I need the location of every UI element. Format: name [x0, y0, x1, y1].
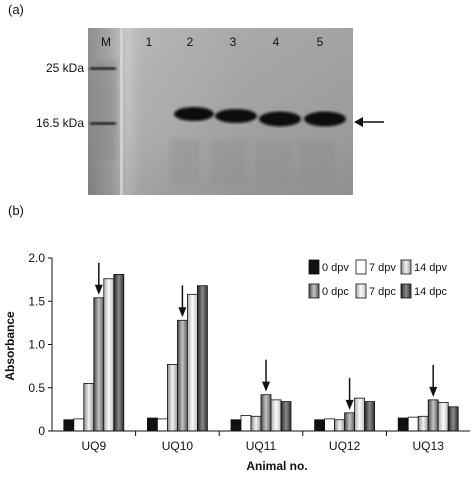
- band-lane-4: [259, 111, 301, 127]
- bar-uq11-0-dpc: [260, 394, 272, 432]
- bar-uq10-7-dpv: [156, 418, 168, 432]
- bar-uq12-7-dpv: [324, 418, 336, 432]
- bar-uq12-14-dpv: [334, 419, 346, 432]
- bar-uq9-0-dpc: [93, 297, 105, 432]
- legend-label: 0 dpv: [322, 262, 349, 274]
- bar-uq13-7-dpv: [407, 416, 419, 432]
- bar-uq10-0-dpv: [146, 417, 158, 432]
- legend-swatch: [400, 283, 412, 299]
- marker-band-25: [90, 67, 116, 70]
- lane-label-2: 2: [187, 35, 194, 49]
- lane-label-3: 3: [230, 35, 237, 49]
- bar-uq9-14-dpc: [113, 274, 125, 432]
- legend-swatch: [308, 283, 320, 299]
- bar-uq9-0-dpv: [63, 419, 75, 432]
- legend-swatch: [355, 259, 367, 275]
- bar-uq9-7-dpc: [103, 278, 115, 432]
- y-tick-label: 0: [38, 424, 45, 438]
- lane-label-5: 5: [317, 35, 324, 49]
- band-lane-5: [304, 111, 346, 127]
- legend-label: 7 dpv: [369, 262, 396, 274]
- lane-label-m: M: [101, 35, 111, 49]
- legend-label: 7 dpc: [369, 286, 396, 298]
- y-tick-label: 1.5: [28, 294, 45, 308]
- x-tick-label: UQ9: [81, 439, 106, 453]
- arrow-down-icon: [262, 359, 270, 392]
- bar-uq10-0-dpc: [176, 319, 188, 432]
- legend-swatch: [400, 259, 412, 275]
- bar-uq11-7-dpc: [270, 399, 282, 432]
- bar-uq9-14-dpv: [83, 383, 95, 432]
- band-arrow-icon: [354, 117, 384, 127]
- lane-label-4: 4: [273, 35, 280, 49]
- x-tick-label: UQ12: [329, 439, 361, 453]
- bar-uq13-14-dpv: [417, 415, 429, 432]
- x-tick-label: UQ13: [413, 439, 445, 453]
- legend: 0 dpv 7 dpv 14 dpv 0 dpc 7 dpc 14 dpc: [308, 259, 448, 299]
- bar-uq13-0-dpc: [427, 399, 439, 432]
- marker-label-16: 16.5 kDa: [36, 116, 84, 130]
- bar-uq10-14-dpv: [166, 363, 178, 432]
- y-axis-label: Absorbance: [3, 311, 17, 381]
- arrow-down-icon: [345, 377, 354, 410]
- legend-label: 14 dpc: [414, 286, 448, 298]
- x-axis-label: Animal no.: [246, 459, 307, 473]
- bar-uq12-7-dpc: [354, 397, 366, 432]
- band-lane-2: [174, 107, 214, 121]
- bar-uq11-7-dpv: [240, 415, 252, 432]
- bar-uq12-0-dpv: [314, 419, 326, 432]
- arrow-down-icon: [94, 262, 103, 295]
- bar-uq13-14-dpc: [447, 406, 459, 432]
- bar-uq11-14-dpv: [250, 415, 262, 432]
- x-tick-label: UQ11: [246, 439, 277, 453]
- legend-swatch: [308, 259, 320, 275]
- legend-label: 0 dpc: [322, 286, 349, 298]
- bar-uq10-7-dpc: [186, 293, 198, 432]
- y-tick-label: 1.0: [28, 338, 45, 352]
- bar-uq13-7-dpc: [437, 402, 449, 432]
- lane-label-1: 1: [146, 35, 153, 49]
- marker-band-16: [90, 122, 116, 125]
- gel-image: M 1 2 3 4 5 25 kDa 16.5 kDa: [36, 28, 384, 195]
- band-lane-3: [215, 109, 257, 123]
- panel-b-label: (b): [8, 203, 24, 218]
- panel-a-label: (a): [8, 2, 24, 17]
- y-tick-label: 0.5: [28, 381, 45, 395]
- bar-uq12-14-dpc: [364, 401, 376, 432]
- marker-label-25: 25 kDa: [46, 61, 84, 75]
- bar-uq11-14-dpc: [280, 401, 292, 432]
- bar-uq11-0-dpv: [230, 419, 242, 432]
- bar-uq10-14-dpc: [196, 285, 208, 432]
- arrow-down-icon: [178, 285, 187, 318]
- x-tick-label: UQ10: [162, 439, 194, 453]
- legend-swatch: [355, 283, 367, 299]
- arrow-down-icon: [429, 364, 438, 397]
- legend-label: 14 dpv: [414, 262, 448, 274]
- y-tick-label: 2.0: [28, 251, 45, 265]
- bar-uq9-7-dpv: [73, 418, 85, 432]
- bar-uq12-0-dpc: [344, 412, 356, 432]
- bar-uq13-0-dpv: [397, 417, 409, 432]
